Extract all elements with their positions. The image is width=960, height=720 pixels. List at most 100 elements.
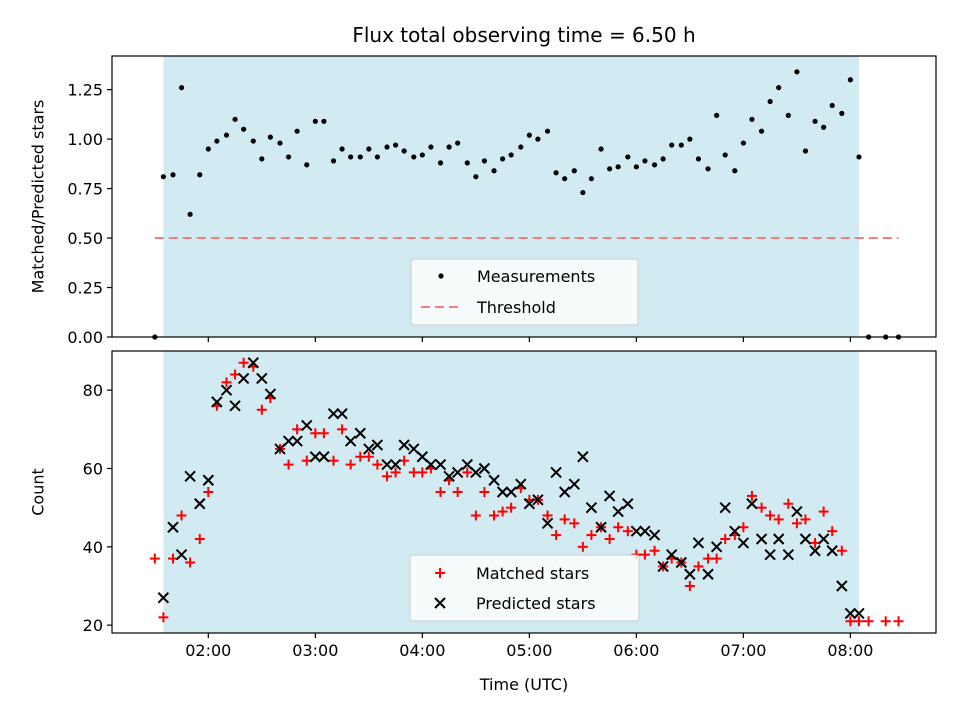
y-axis-label-ratio: Matched/Predicted stars xyxy=(29,100,48,294)
x-tick-label: 05:00 xyxy=(506,641,552,660)
predicted-star-point xyxy=(354,427,366,439)
predicted-star-point xyxy=(737,537,750,549)
predicted-star-point xyxy=(398,439,410,451)
legend-count: Matched stars Predicted stars xyxy=(409,554,640,622)
matched-star-point xyxy=(693,561,704,572)
measurement-point xyxy=(285,154,292,160)
predicted-star-point xyxy=(595,521,607,533)
predicted-star-point xyxy=(541,517,554,530)
measurement-point xyxy=(856,154,862,160)
predicted-star-point xyxy=(175,548,188,561)
measurement-point xyxy=(767,98,773,105)
y-tick-label: 60 xyxy=(83,460,103,479)
matched-star-point xyxy=(765,510,776,521)
measurement-point xyxy=(625,154,631,160)
matched-star-point xyxy=(221,377,232,388)
predicted-star-point xyxy=(799,533,812,545)
matched-star-point xyxy=(363,451,374,462)
predicted-star-point xyxy=(451,466,464,479)
predicted-star-point xyxy=(844,607,857,620)
predicted-star-point xyxy=(550,466,562,479)
measurement-point xyxy=(250,138,256,144)
measurement-point xyxy=(571,168,577,174)
predicted-star-point xyxy=(282,435,295,447)
matched-star-point xyxy=(756,502,767,513)
matched-star-point xyxy=(337,424,348,435)
plot-frame xyxy=(111,350,937,634)
predicted-star-point xyxy=(809,545,821,557)
y-tick-label: 0.50 xyxy=(67,229,103,248)
matched-star-point xyxy=(238,357,249,368)
predicted-star-point xyxy=(443,470,455,483)
y-tick-label: 20 xyxy=(83,616,103,635)
matched-star-point xyxy=(158,612,169,623)
measurement-point xyxy=(321,118,327,124)
matched-star-point xyxy=(836,545,847,556)
measurement-point xyxy=(357,154,363,160)
measurement-point xyxy=(187,211,193,217)
measurement-point xyxy=(455,140,461,146)
predicted-star-point xyxy=(826,545,838,557)
measurement-point xyxy=(330,158,337,164)
ratio-panel: Flux total observing time = 6.50 h 0.00 0… xyxy=(29,23,937,347)
legend-symbol xyxy=(438,273,444,279)
predicted-star-point xyxy=(167,521,179,533)
legend-label-threshold: Threshold xyxy=(476,298,556,317)
matched-star-point xyxy=(372,459,383,470)
predicted-star-point xyxy=(194,498,206,510)
y-axis-label-count: Count xyxy=(29,468,48,516)
matched-star-point xyxy=(283,459,294,470)
measurement-point xyxy=(294,128,300,134)
matched-star-point xyxy=(435,487,446,497)
predicted-star-point xyxy=(692,537,705,549)
matched-star-point xyxy=(863,616,874,627)
matched-star-point xyxy=(586,530,597,541)
measurement-point xyxy=(829,102,835,109)
predicted-star-point xyxy=(202,474,215,486)
predicted-star-point xyxy=(568,478,581,490)
predicted-star-point xyxy=(532,494,544,506)
measurement-point xyxy=(794,69,800,75)
matched-star-point xyxy=(462,467,473,478)
predicted-star-point xyxy=(291,435,303,447)
matched-star-point xyxy=(479,487,490,497)
measurement-point xyxy=(473,174,479,180)
measurement-point xyxy=(428,144,434,150)
predicted-star-point xyxy=(425,458,437,471)
measurement-point xyxy=(562,176,568,182)
measurement-point xyxy=(348,154,354,160)
predicted-star-point xyxy=(772,533,785,545)
matched-star-point xyxy=(256,404,267,415)
measurement-point xyxy=(526,132,532,138)
predicted-star-point xyxy=(603,490,616,502)
measurement-point xyxy=(642,158,648,164)
measurement-point xyxy=(366,146,372,152)
predicted-star-point xyxy=(264,388,277,400)
matched-star-point xyxy=(613,522,624,533)
predicted-star-point xyxy=(577,451,589,463)
predicted-star-point xyxy=(381,458,393,471)
predicted-star-point xyxy=(791,505,803,518)
predicted-star-point xyxy=(488,474,500,486)
predicted-star-point xyxy=(630,525,643,537)
predicted-star-point xyxy=(256,372,268,385)
matched-star-point xyxy=(783,498,794,509)
predicted-star-point xyxy=(764,548,776,561)
measurement-point xyxy=(384,144,390,150)
measurement-point xyxy=(660,156,666,162)
y-tick-label: 0.25 xyxy=(67,279,103,298)
measurement-point xyxy=(401,148,407,154)
y-tick-label: 1.25 xyxy=(67,81,103,100)
matched-star-point xyxy=(292,424,303,435)
measurement-point xyxy=(598,146,604,152)
matched-star-point xyxy=(845,616,856,627)
measurement-point xyxy=(419,152,425,158)
measurement-point xyxy=(259,156,265,162)
measurement-point xyxy=(669,142,675,148)
measurement-point xyxy=(446,144,452,150)
matched-star-point xyxy=(417,467,428,478)
predicted-star-point xyxy=(710,541,723,553)
measurement-point xyxy=(214,138,220,144)
measurement-point xyxy=(339,146,345,152)
x-tick-label: 03:00 xyxy=(292,641,338,660)
